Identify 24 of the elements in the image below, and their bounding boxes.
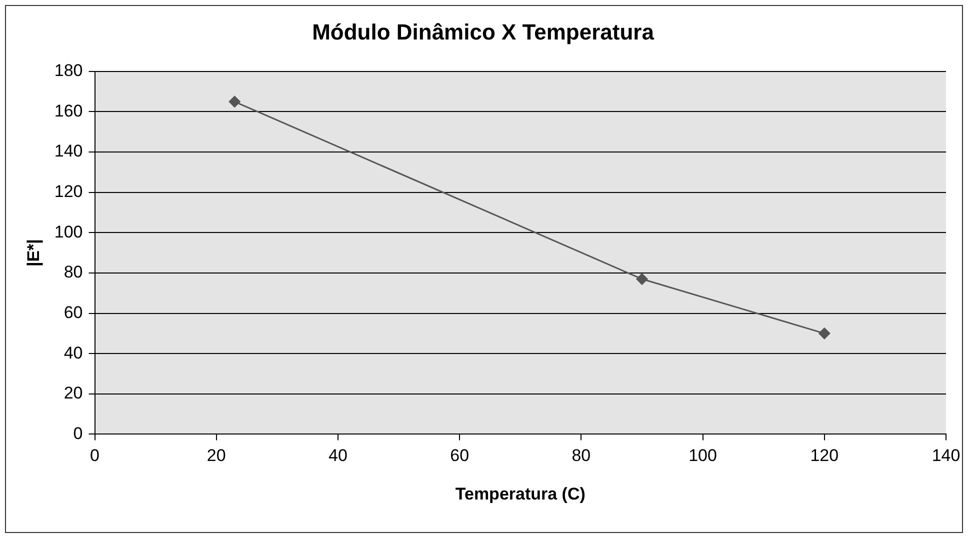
y-tick-label: 80 [64,262,83,282]
y-tick-label: 160 [54,101,83,120]
y-axis-title: |E*| [24,239,43,267]
x-tick-label: 80 [572,446,591,466]
x-tick-label: 60 [450,446,470,466]
y-tick-label: 60 [64,302,83,322]
x-tick-label: 100 [688,446,717,466]
y-tick-label: 180 [54,61,83,80]
y-tick-label: 140 [54,142,83,161]
x-axis-title: Temperatura (C) [455,484,586,504]
y-tick-label: 40 [64,343,83,362]
point [818,328,830,340]
x-tick-label: 120 [810,446,839,466]
point [228,96,240,108]
chart-title: Módulo Dinâmico X Temperatura [312,19,655,44]
y-tick-label: 120 [54,182,83,202]
x-tick-label: 40 [328,446,348,466]
y-tick-label: 100 [54,222,83,242]
point [636,273,648,285]
x-tick-label: 140 [932,446,960,466]
x-tick-label: 20 [206,446,226,466]
y-tick-label: 0 [73,424,83,443]
y-tick-label: 20 [64,384,83,403]
x-tick-label: 0 [90,446,100,466]
